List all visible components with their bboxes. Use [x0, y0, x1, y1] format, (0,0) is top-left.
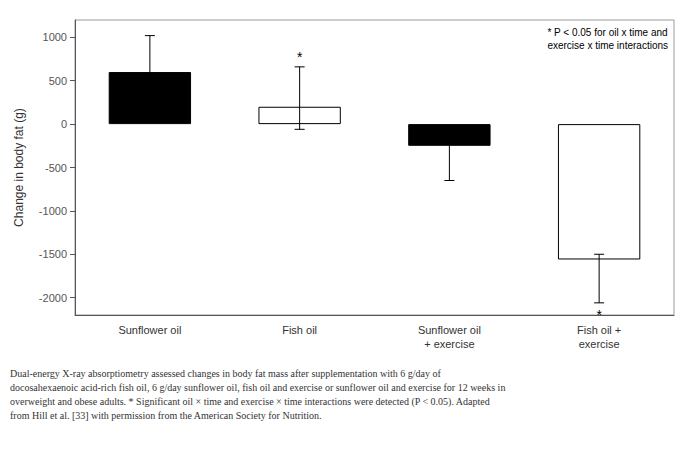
svg-text:exercise x time interactions: exercise x time interactions: [547, 40, 668, 51]
svg-text:* P < 0.05 for oil x time and: * P < 0.05 for oil x time and: [547, 27, 667, 38]
svg-text:0: 0: [61, 118, 67, 130]
svg-text:docosahexaenoic acid-rich fish: docosahexaenoic acid-rich fish oil, 6 g/…: [10, 382, 505, 393]
svg-text:*: *: [297, 49, 303, 65]
svg-text:*: *: [596, 307, 602, 323]
svg-text:exercise: exercise: [579, 338, 620, 350]
svg-text:-1000: -1000: [39, 205, 67, 217]
svg-text:1000: 1000: [43, 31, 67, 43]
svg-text:+ exercise: + exercise: [424, 338, 474, 350]
svg-text:-2000: -2000: [39, 292, 67, 304]
svg-text:500: 500: [49, 75, 67, 87]
svg-text:Change in body fat (g): Change in body fat (g): [12, 108, 26, 227]
svg-text:Sunflower oil: Sunflower oil: [118, 324, 181, 336]
svg-text:-1500: -1500: [39, 248, 67, 260]
svg-text:from Hill et al. [33] with per: from Hill et al. [33] with permission fr…: [10, 410, 322, 421]
svg-text:-500: -500: [45, 162, 67, 174]
svg-text:overweight and obese adults. *: overweight and obese adults. * Significa…: [10, 396, 490, 408]
svg-text:Fish oil: Fish oil: [282, 324, 317, 336]
svg-text:Sunflower oil: Sunflower oil: [418, 324, 481, 336]
svg-text:Fish oil +: Fish oil +: [577, 324, 621, 336]
svg-text:Dual-energy X-ray absorptiomet: Dual-energy X-ray absorptiometry assesse…: [10, 368, 441, 379]
